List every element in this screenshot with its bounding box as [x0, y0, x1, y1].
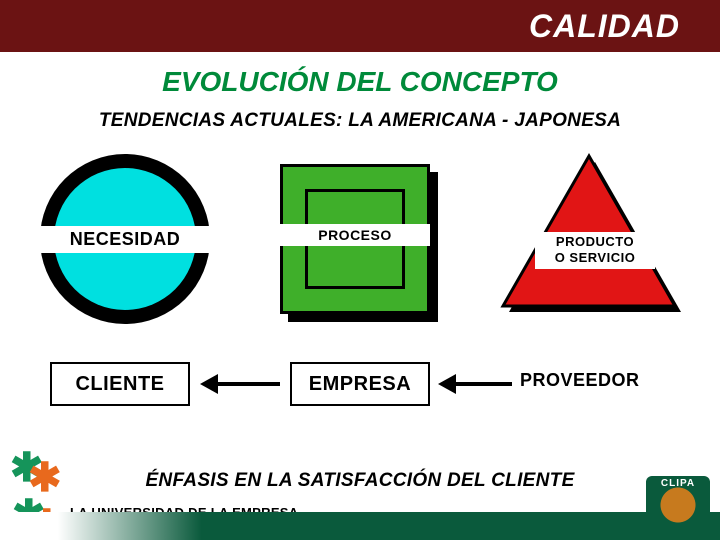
clipa-logo: CLIPA [646, 476, 710, 534]
diagram-area: NECESIDAD PROCESO PRODUCTO O SERVICIO CL… [0, 142, 720, 442]
arrow-head-icon [200, 374, 218, 394]
footer-bar [0, 512, 720, 540]
product-triangle: PRODUCTO O SERVICIO [495, 152, 685, 322]
product-label-line2: O SERVICIO [555, 250, 636, 265]
arrow-empresa-to-cliente [200, 376, 280, 392]
page-title: EVOLUCIÓN DEL CONCEPTO [0, 66, 720, 98]
need-label: NECESIDAD [40, 226, 210, 253]
logo-text: CLIPA [661, 478, 695, 489]
page-subtitle: TENDENCIAS ACTUALES: LA AMERICANA - JAPO… [0, 110, 720, 132]
cliente-box: CLIENTE [50, 362, 190, 406]
need-circle: NECESIDAD [40, 154, 210, 324]
product-label-line1: PRODUCTO [556, 234, 634, 249]
arrow-proveedor-to-empresa [438, 376, 512, 392]
arrow-head-icon [438, 374, 456, 394]
process-square: PROCESO [280, 164, 430, 314]
emphasis-line: ÉNFASIS EN LA SATISFACCIÓN DEL CLIENTE [0, 470, 720, 492]
empresa-box: EMPRESA [290, 362, 430, 406]
process-label: PROCESO [280, 224, 430, 246]
proveedor-label: PROVEEDOR [520, 370, 640, 391]
asterisk-icon: ✱ [28, 458, 62, 498]
arrow-line [456, 382, 512, 386]
arrow-line [218, 382, 280, 386]
product-label: PRODUCTO O SERVICIO [535, 232, 655, 269]
header-title: CALIDAD [529, 8, 680, 45]
header-bar: CALIDAD [0, 0, 720, 52]
